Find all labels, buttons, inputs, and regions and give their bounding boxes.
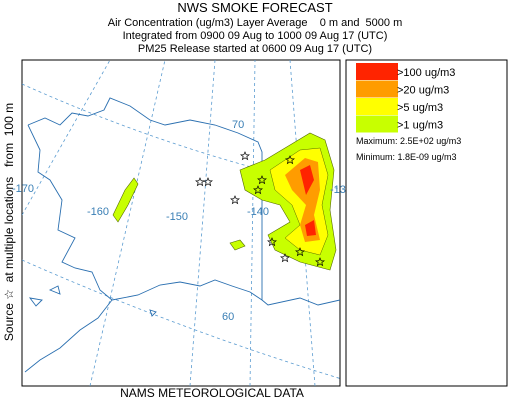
legend-swatch [356, 63, 398, 80]
smoke-plume [229, 239, 246, 251]
smoke-plume [112, 177, 139, 223]
subtitle: Air Concentration (ug/m3) Layer Average … [108, 17, 403, 29]
legend-swatch [356, 115, 398, 133]
longitude-label: -140 [247, 206, 269, 218]
legend-swatch [356, 80, 398, 98]
legend-swatch [356, 98, 398, 115]
legend-label: >1 ug/m3 [397, 120, 443, 132]
longitude-label: -150 [166, 211, 188, 223]
side-label: Source ☆ at multiple locations from 100 … [2, 103, 16, 341]
coastline [27, 97, 340, 306]
subtitle: Integrated from 0900 09 Aug to 1000 09 A… [123, 30, 388, 42]
map-frame [21, 59, 341, 387]
legend: Maximum: 2.5E+02 ug/m3 Minimum: 1.8E-09 … [345, 59, 508, 387]
grid-line [189, 60, 216, 386]
subtitle: PM25 Release started at 0600 09 Aug 17 (… [138, 43, 372, 55]
coastline [24, 124, 113, 373]
latitude-label: 60 [222, 311, 234, 323]
latitude-label: 70 [232, 119, 244, 131]
longitude-label: -160 [87, 206, 109, 218]
legend-label: >20 ug/m3 [397, 85, 449, 97]
legend-label: >5 ug/m3 [397, 102, 443, 114]
title: NWS SMOKE FORECAST [177, 0, 332, 15]
legend-minimum: Minimum: 1.8E-09 ug/m3 [356, 152, 457, 162]
legend-label: >100 ug/m3 [397, 67, 455, 79]
coastline [111, 279, 263, 301]
grid-line [249, 60, 256, 386]
map: -170 -160 -150 -140 -130 70 60 [12, 59, 352, 387]
smoke-plume [300, 165, 316, 236]
longitude-label: -170 [12, 183, 34, 195]
island [28, 285, 157, 317]
footer: NAMS METEOROLOGICAL DATA [120, 386, 304, 400]
legend-maximum: Maximum: 2.5E+02 ug/m3 [356, 136, 461, 146]
grid-line [89, 60, 166, 386]
